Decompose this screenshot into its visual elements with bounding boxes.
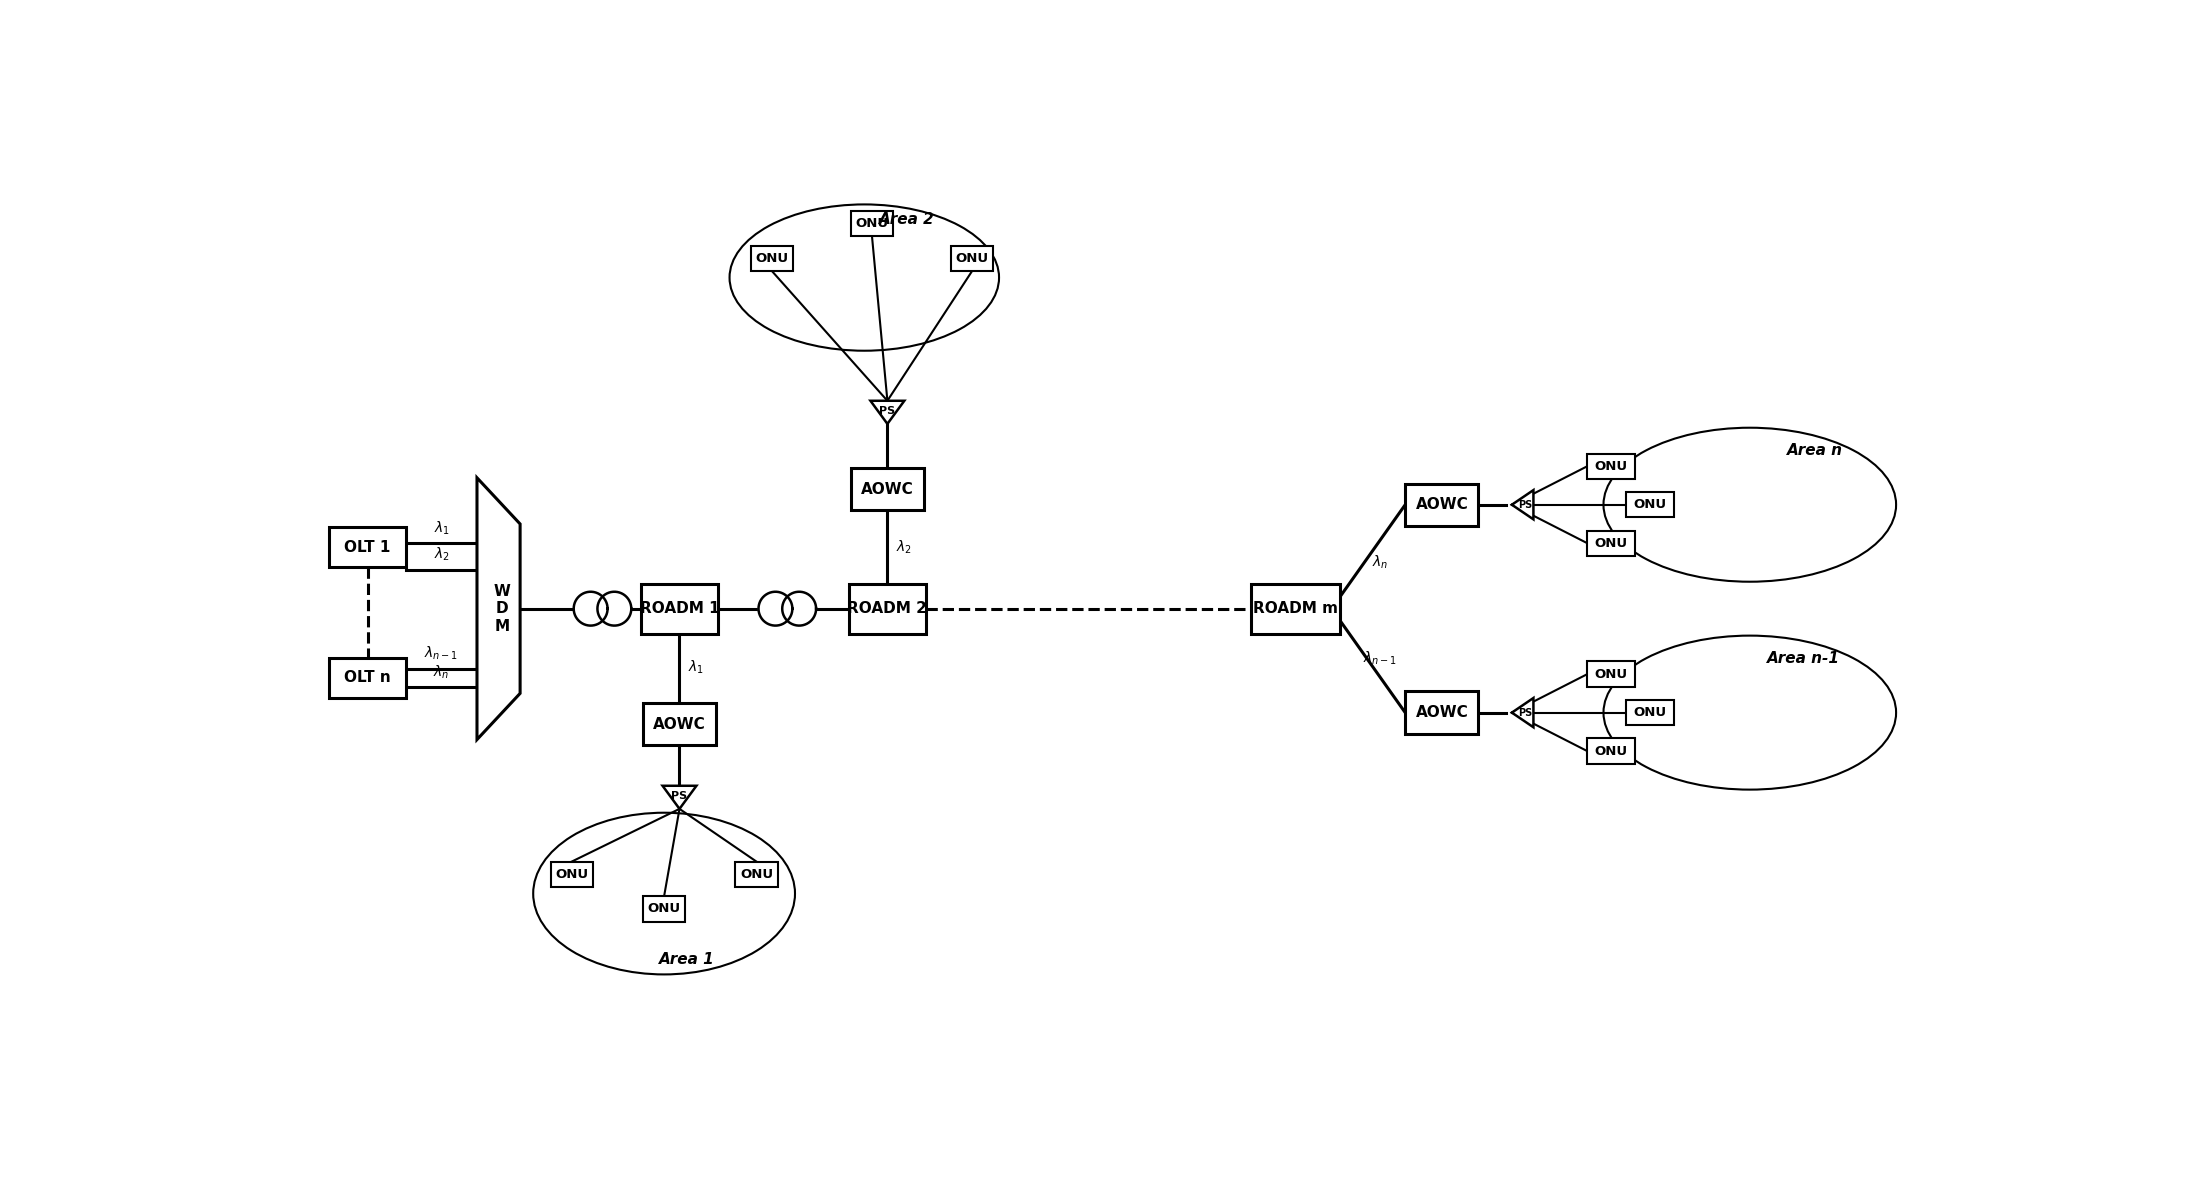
Text: ONU: ONU [1633,706,1666,719]
Text: ONU: ONU [1633,498,1666,511]
Text: ONU: ONU [1594,745,1629,758]
Text: AOWC: AOWC [652,717,705,731]
Text: Area 1: Area 1 [659,952,716,966]
Text: $\lambda_1$: $\lambda_1$ [433,520,449,537]
Text: PS: PS [880,405,895,416]
FancyBboxPatch shape [328,658,407,698]
FancyBboxPatch shape [641,583,718,634]
Text: ONU: ONU [648,902,681,915]
Text: $\lambda_n$: $\lambda_n$ [433,663,449,681]
FancyBboxPatch shape [549,861,593,887]
Text: ROADM 1: ROADM 1 [639,602,720,616]
Ellipse shape [534,813,795,974]
Text: OLT n: OLT n [344,670,392,686]
Text: ROADM 2: ROADM 2 [847,602,928,616]
FancyBboxPatch shape [751,245,792,271]
Polygon shape [1513,490,1534,520]
Text: W
D
M: W D M [495,583,510,634]
FancyBboxPatch shape [849,583,926,634]
Text: AOWC: AOWC [1416,497,1469,512]
Text: ONU: ONU [556,867,589,881]
FancyBboxPatch shape [1405,484,1478,526]
Text: PS: PS [1519,707,1532,718]
Text: ONU: ONU [740,867,773,881]
Polygon shape [477,478,521,740]
Ellipse shape [1605,428,1896,582]
FancyBboxPatch shape [644,703,716,746]
FancyBboxPatch shape [1587,662,1635,687]
FancyBboxPatch shape [1626,700,1675,725]
Text: AOWC: AOWC [860,482,913,497]
Text: ONU: ONU [1594,668,1629,681]
Text: $\lambda_{n-1}$: $\lambda_{n-1}$ [425,645,460,662]
Text: Area n: Area n [1786,444,1843,458]
FancyBboxPatch shape [736,861,777,887]
Circle shape [760,592,792,626]
Text: ONU: ONU [755,251,788,265]
Circle shape [781,592,816,626]
FancyBboxPatch shape [1405,692,1478,734]
Circle shape [598,592,630,626]
FancyBboxPatch shape [950,245,994,271]
Text: ROADM m: ROADM m [1252,602,1337,616]
FancyBboxPatch shape [852,468,924,510]
Ellipse shape [729,205,998,351]
Text: $\lambda_2$: $\lambda_2$ [433,546,449,563]
Text: $\lambda_{n-1}$: $\lambda_{n-1}$ [1364,650,1397,668]
FancyBboxPatch shape [1587,454,1635,479]
FancyBboxPatch shape [1252,583,1340,634]
Text: OLT 1: OLT 1 [344,540,392,555]
FancyBboxPatch shape [1587,739,1635,764]
Text: ONU: ONU [1594,460,1629,473]
Polygon shape [1513,698,1534,728]
FancyBboxPatch shape [852,211,893,236]
Polygon shape [663,786,696,808]
Text: ONU: ONU [1594,537,1629,550]
Text: $\lambda_1$: $\lambda_1$ [687,659,705,676]
Text: AOWC: AOWC [1416,705,1469,721]
FancyBboxPatch shape [644,896,685,921]
Text: $\lambda_n$: $\lambda_n$ [1373,553,1388,571]
FancyBboxPatch shape [328,527,407,567]
Text: $\lambda_2$: $\lambda_2$ [895,539,913,556]
FancyBboxPatch shape [1587,531,1635,556]
Text: ONU: ONU [957,251,989,265]
Text: Area n-1: Area n-1 [1767,651,1841,666]
Polygon shape [871,401,904,423]
Text: Area 2: Area 2 [878,212,935,227]
Text: PS: PS [672,790,687,801]
FancyBboxPatch shape [1626,492,1675,517]
Text: ONU: ONU [856,218,889,230]
Text: PS: PS [1519,499,1532,510]
Ellipse shape [1605,635,1896,789]
Circle shape [574,592,609,626]
